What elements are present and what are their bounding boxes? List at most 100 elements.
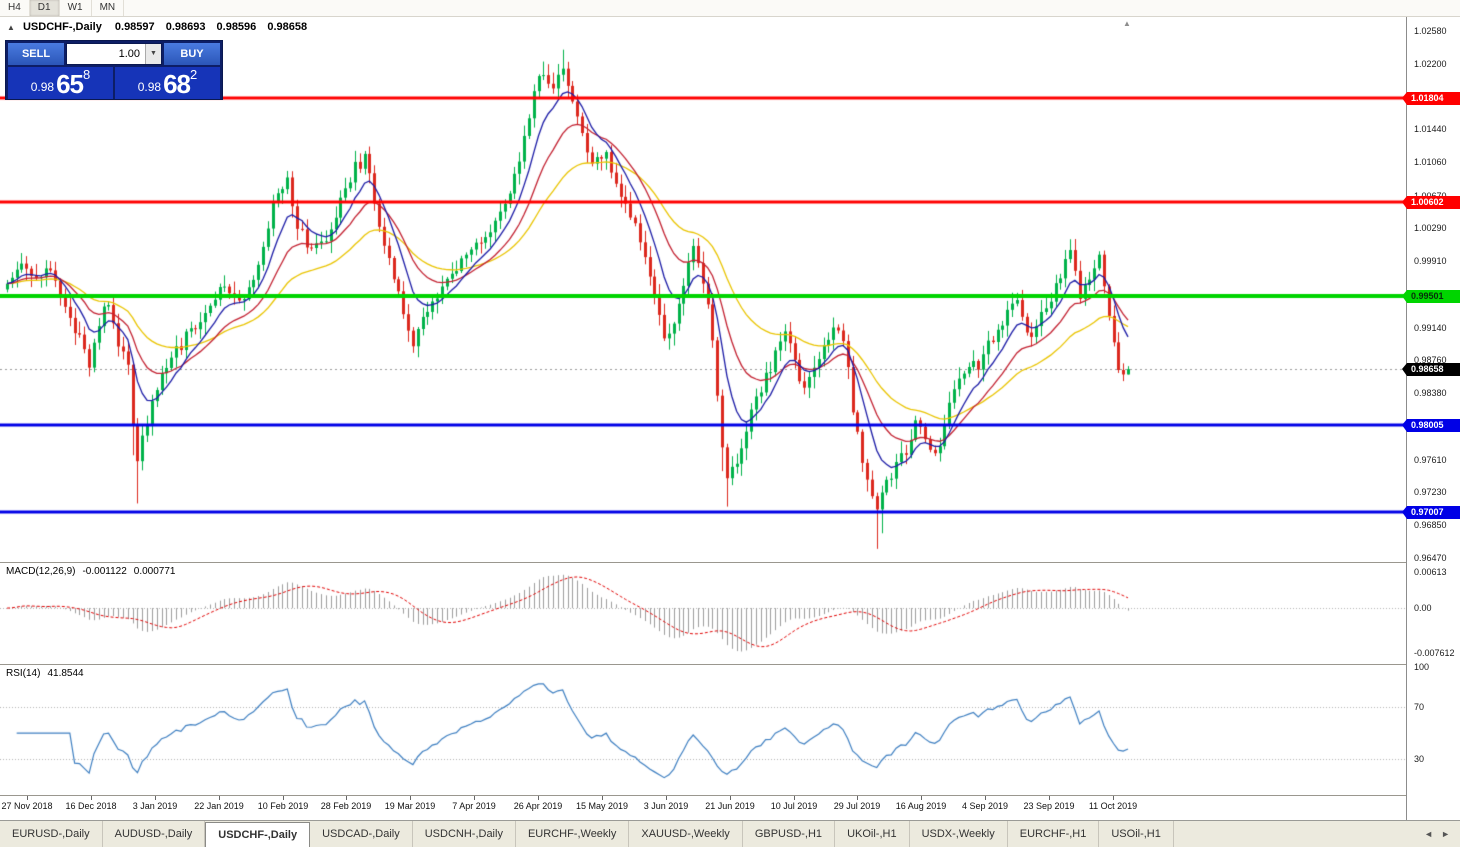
pane-divider[interactable]	[0, 664, 1406, 665]
chart-ohlc-values: 0.98597 0.98693 0.98596 0.98658	[114, 21, 308, 33]
time-axis-tick	[538, 796, 539, 800]
timeframe-button-w1[interactable]: W1	[60, 0, 92, 16]
level-price-badge: 0.99501	[1402, 290, 1460, 303]
time-axis-label: 16 Dec 2018	[65, 801, 117, 811]
chart-tab-usdx-weekly[interactable]: USDX-,Weekly	[910, 821, 1008, 847]
price-tick-label: 0.97230	[1414, 487, 1447, 497]
macd-label: MACD(12,26,9) -0.001122 0.000771	[6, 566, 182, 577]
time-axis[interactable]: 27 Nov 2018 16 Dec 2018 3 Jan 2019 22 Jan 2…	[0, 796, 1406, 820]
pane-divider[interactable]	[0, 562, 1406, 563]
time-axis-tick	[410, 796, 411, 800]
time-axis-label: 16 Aug 2019	[895, 801, 947, 811]
rsi-value: 41.8544	[47, 668, 84, 679]
time-axis-tick	[91, 796, 92, 800]
time-axis-tick	[921, 796, 922, 800]
time-axis-tick	[730, 796, 731, 800]
sell-price-display: 0.98 65 8	[8, 67, 113, 99]
price-tick-label: 1.00290	[1414, 223, 1447, 233]
collapse-panel-icon[interactable]: ▲	[7, 23, 15, 32]
price-tick-label: 0.98380	[1414, 388, 1447, 398]
macd-scale-label: 0.00	[1414, 603, 1432, 613]
chart-tab-usdcnh-daily[interactable]: USDCNH-,Daily	[413, 821, 516, 847]
chart-shift-marker[interactable]: ▲	[1123, 19, 1131, 28]
timeframe-toolbar: H4 D1 W1 MN	[0, 0, 1460, 17]
time-axis-tick	[474, 796, 475, 800]
macd-main-value: -0.001122	[82, 566, 127, 577]
pane-divider	[0, 795, 1406, 796]
time-axis-tick	[857, 796, 858, 800]
sell-price-prefix: 0.98	[30, 80, 55, 94]
time-axis-tick	[602, 796, 603, 800]
rsi-scale-label: 30	[1414, 754, 1425, 764]
price-tick-label: 1.01440	[1414, 124, 1447, 134]
volume-input[interactable]: 1.00	[118, 48, 140, 60]
timeframe-button-mn[interactable]: MN	[92, 0, 125, 16]
tab-scroll-left-button[interactable]: ◄	[1424, 829, 1434, 839]
buy-button[interactable]: BUY	[164, 43, 220, 65]
price-tick-label: 0.96850	[1414, 520, 1447, 530]
price-tick-label: 1.01060	[1414, 157, 1447, 167]
timeframe-button-h4[interactable]: H4	[0, 0, 30, 16]
price-tick-label: 0.96470	[1414, 553, 1447, 563]
time-axis-label: 10 Feb 2019	[257, 801, 309, 811]
sell-price-pips: 65	[56, 69, 84, 99]
time-axis-tick	[794, 796, 795, 800]
current-price-badge: 0.98658	[1402, 363, 1460, 376]
time-axis-label: 3 Jan 2019	[132, 801, 178, 811]
tab-scroll-right-button[interactable]: ►	[1441, 829, 1450, 839]
time-axis-tick	[283, 796, 284, 800]
timeframe-button-d1[interactable]: D1	[29, 0, 60, 16]
time-axis-label: 21 Jun 2019	[705, 801, 755, 811]
price-tick-label: 0.97610	[1414, 455, 1447, 465]
time-axis-label: 3 Jun 2019	[643, 801, 689, 811]
sell-button[interactable]: SELL	[8, 43, 64, 65]
chart-tab-usdcad-daily[interactable]: USDCAD-,Daily	[310, 821, 413, 847]
time-axis-label: 23 Sep 2019	[1023, 801, 1075, 811]
chart-tab-eurusd-daily[interactable]: EURUSD-,Daily	[0, 821, 103, 847]
chart-tabs: EURUSD-,Daily AUDUSD-,Daily USDCHF-,Daily U…	[0, 821, 1174, 847]
rsi-indicator-name: RSI(14)	[6, 668, 41, 679]
macd-signal-value: 0.000771	[133, 566, 176, 577]
chart-tab-eurchf-weekly[interactable]: EURCHF-,Weekly	[516, 821, 630, 847]
time-axis-tick	[985, 796, 986, 800]
chart-tab-eurchf-h1[interactable]: EURCHF-,H1	[1008, 821, 1100, 847]
chart-tab-audusd-daily[interactable]: AUDUSD-,Daily	[103, 821, 206, 847]
tab-scroll-controls: ◄ ►	[1424, 821, 1460, 847]
buy-price-display: 0.98 68 2	[115, 67, 220, 99]
level-price-badge: 0.98005	[1402, 419, 1460, 432]
chart-tab-usdchf-daily[interactable]: USDCHF-,Daily	[205, 822, 311, 847]
one-click-trading-panel: SELL 1.00 ▼ BUY 0.98 65 8 0.98 68 2	[5, 40, 223, 100]
time-axis-tick	[666, 796, 667, 800]
volume-dropdown-icon[interactable]: ▼	[145, 44, 161, 64]
time-axis-tick	[219, 796, 220, 800]
chart-tab-ukoil-h1[interactable]: UKOil-,H1	[835, 821, 910, 847]
chart-tabs-bar: EURUSD-,Daily AUDUSD-,Daily USDCHF-,Daily U…	[0, 820, 1460, 847]
time-axis-label: 10 Jul 2019	[770, 801, 818, 811]
price-chart-canvas[interactable]	[0, 17, 1406, 562]
time-axis-tick	[155, 796, 156, 800]
macd-scale-label: -0.007612	[1414, 648, 1455, 658]
time-axis-label: 11 Oct 2019	[1088, 801, 1138, 811]
macd-indicator-name: MACD(12,26,9)	[6, 566, 76, 577]
time-axis-tick	[1113, 796, 1114, 800]
rsi-scale-label: 70	[1414, 702, 1425, 712]
level-price-badge: 1.00602	[1402, 196, 1460, 209]
price-scale[interactable]: 1.025801.022001.018201.014401.010601.006…	[1402, 17, 1460, 820]
time-axis-label: 15 May 2019	[575, 801, 629, 811]
macd-indicator-canvas[interactable]	[0, 564, 1406, 663]
time-axis-label: 19 Mar 2019	[384, 801, 436, 811]
time-axis-tick	[1049, 796, 1050, 800]
price-tick-label: 0.99140	[1414, 323, 1447, 333]
price-tick-label: 0.99910	[1414, 256, 1447, 266]
sell-price-point: 8	[83, 67, 91, 82]
chart-symbol-period: USDCHF-,Daily	[22, 21, 102, 33]
price-tick-label: 1.02200	[1414, 59, 1447, 69]
chart-tab-xauusd-weekly[interactable]: XAUUSD-,Weekly	[629, 821, 743, 847]
buy-price-point: 2	[190, 67, 198, 82]
chart-tab-gbpusd-h1[interactable]: GBPUSD-,H1	[743, 821, 836, 847]
chart-tab-usoil-h1[interactable]: USOil-,H1	[1099, 821, 1174, 847]
rsi-indicator-canvas[interactable]	[0, 666, 1406, 795]
volume-field[interactable]: 1.00 ▼	[66, 43, 162, 65]
time-axis-label: 4 Sep 2019	[961, 801, 1009, 811]
macd-scale-label: 0.00613	[1414, 567, 1447, 577]
